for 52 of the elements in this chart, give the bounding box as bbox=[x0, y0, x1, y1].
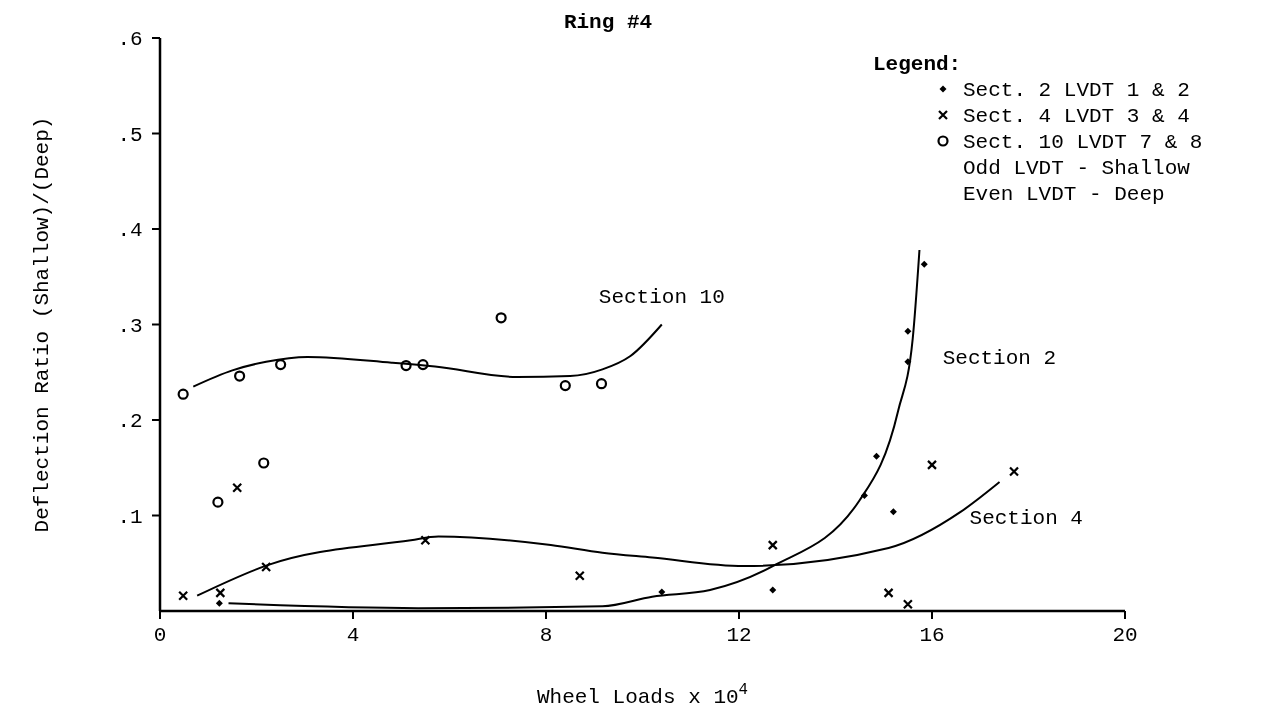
point bbox=[234, 370, 246, 382]
point bbox=[769, 586, 777, 594]
y-axis-title: Deflection Ratio (Shallow)/(Deep) bbox=[31, 116, 54, 533]
x-tick-label: 16 bbox=[919, 624, 945, 647]
y-tick-label: .1 bbox=[117, 505, 143, 529]
legend-label: Sect. 2 LVDT 1 & 2 bbox=[963, 79, 1190, 102]
y-tick-label: .6 bbox=[117, 28, 143, 51]
point bbox=[177, 388, 189, 400]
point bbox=[873, 452, 881, 460]
annotation: Odd LVDT - Shallow bbox=[963, 157, 1191, 180]
point bbox=[215, 587, 226, 598]
point bbox=[883, 587, 894, 598]
x-tick-label: 20 bbox=[1112, 624, 1138, 647]
point bbox=[400, 359, 412, 372]
y-tick-label: .3 bbox=[117, 314, 143, 338]
point bbox=[574, 570, 585, 581]
point bbox=[417, 359, 429, 371]
legend-label: Sect. 10 LVDT 7 & 8 bbox=[963, 131, 1203, 154]
y-tick-label: .5 bbox=[117, 123, 143, 147]
chart-title: Ring #4 bbox=[563, 11, 653, 34]
x-axis-title: Wheel Loads x 10$^{4}$ bbox=[536, 681, 749, 709]
line-series bbox=[192, 323, 663, 388]
point bbox=[889, 508, 897, 516]
x-tick-label: 12 bbox=[726, 624, 752, 647]
y-tick-label: .2 bbox=[117, 410, 143, 433]
x-tick-label: 8 bbox=[539, 624, 553, 647]
point bbox=[904, 327, 912, 335]
point bbox=[926, 459, 938, 470]
series-label: Section 10 bbox=[598, 285, 725, 309]
legend-title: Legend: bbox=[873, 53, 962, 76]
point bbox=[258, 457, 270, 469]
point bbox=[275, 359, 287, 371]
point bbox=[902, 599, 913, 610]
y-tick-label: .4 bbox=[117, 219, 143, 242]
point bbox=[215, 599, 223, 607]
point bbox=[420, 535, 431, 546]
x-tick-label: 4 bbox=[346, 624, 360, 647]
series-label: Section 4 bbox=[969, 507, 1083, 531]
point bbox=[261, 561, 272, 573]
legend-label: Sect. 4 LVDT 3 & 4 bbox=[963, 105, 1190, 128]
point bbox=[232, 482, 243, 493]
point bbox=[767, 540, 778, 551]
annotation: Even LVDT - Deep bbox=[963, 183, 1165, 206]
point bbox=[495, 312, 507, 324]
point bbox=[178, 590, 189, 601]
point bbox=[1008, 466, 1020, 477]
x-tick-label: 0 bbox=[153, 624, 167, 647]
point bbox=[212, 496, 224, 508]
series-label: Section 2 bbox=[942, 346, 1057, 370]
point bbox=[595, 378, 608, 390]
point bbox=[559, 380, 571, 392]
point bbox=[920, 260, 928, 268]
